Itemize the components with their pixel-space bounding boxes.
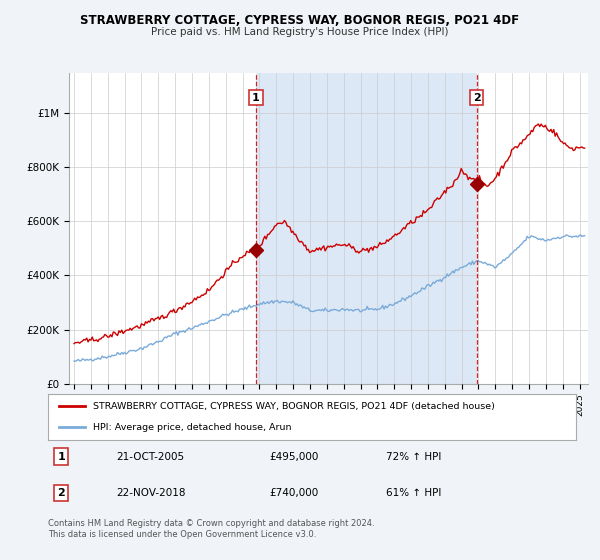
Text: Price paid vs. HM Land Registry's House Price Index (HPI): Price paid vs. HM Land Registry's House … [151, 27, 449, 37]
Text: 2: 2 [473, 92, 481, 102]
Text: 2: 2 [58, 488, 65, 498]
Text: £495,000: £495,000 [270, 451, 319, 461]
Text: STRAWBERRY COTTAGE, CYPRESS WAY, BOGNOR REGIS, PO21 4DF: STRAWBERRY COTTAGE, CYPRESS WAY, BOGNOR … [80, 14, 520, 27]
Bar [256, 73, 477, 384]
Text: 1: 1 [252, 92, 260, 102]
Text: HPI: Average price, detached house, Arun: HPI: Average price, detached house, Arun [93, 423, 292, 432]
Text: Contains HM Land Registry data © Crown copyright and database right 2024.
This d: Contains HM Land Registry data © Crown c… [48, 519, 374, 539]
Text: 72% ↑ HPI: 72% ↑ HPI [386, 451, 441, 461]
Text: £740,000: £740,000 [270, 488, 319, 498]
Text: 1: 1 [58, 451, 65, 461]
Text: 61% ↑ HPI: 61% ↑ HPI [386, 488, 441, 498]
Text: 21-OCT-2005: 21-OCT-2005 [116, 451, 185, 461]
Text: 22-NOV-2018: 22-NOV-2018 [116, 488, 186, 498]
Text: STRAWBERRY COTTAGE, CYPRESS WAY, BOGNOR REGIS, PO21 4DF (detached house): STRAWBERRY COTTAGE, CYPRESS WAY, BOGNOR … [93, 402, 495, 410]
